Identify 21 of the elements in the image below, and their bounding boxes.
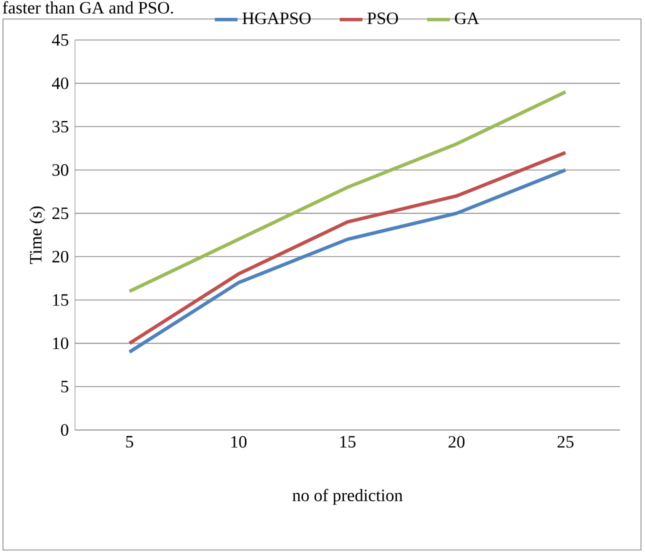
legend-label: HGAPSO	[242, 12, 311, 24]
x-tick-label: 10	[231, 436, 247, 448]
x-tick-label: 5	[126, 436, 134, 448]
y-tick-label: 10	[53, 337, 68, 350]
text: faster than GA and PSO.	[2, 1, 173, 14]
x-axis-title: no of prediction	[292, 488, 403, 505]
y-tick-label: 30	[52, 164, 68, 176]
legend-label: PSO	[367, 12, 398, 24]
y-tick-label: 0	[60, 424, 68, 436]
y-tick-label: 15	[53, 294, 68, 306]
y-tick-label: 45	[52, 34, 68, 46]
x-tick-label: 15	[340, 436, 356, 448]
y-tick-label: 5	[61, 380, 68, 392]
legend-label: GA	[454, 12, 480, 24]
y-tick-label: 20	[52, 250, 68, 262]
y-tick-label: 25	[52, 207, 68, 220]
x-tick-label: 20	[448, 436, 465, 448]
x-tick-label: 25	[558, 436, 574, 448]
y-tick-label: 40	[52, 77, 68, 90]
y-axis-title: Time (s)	[29, 206, 46, 264]
y-tick-label: 35	[52, 120, 68, 132]
